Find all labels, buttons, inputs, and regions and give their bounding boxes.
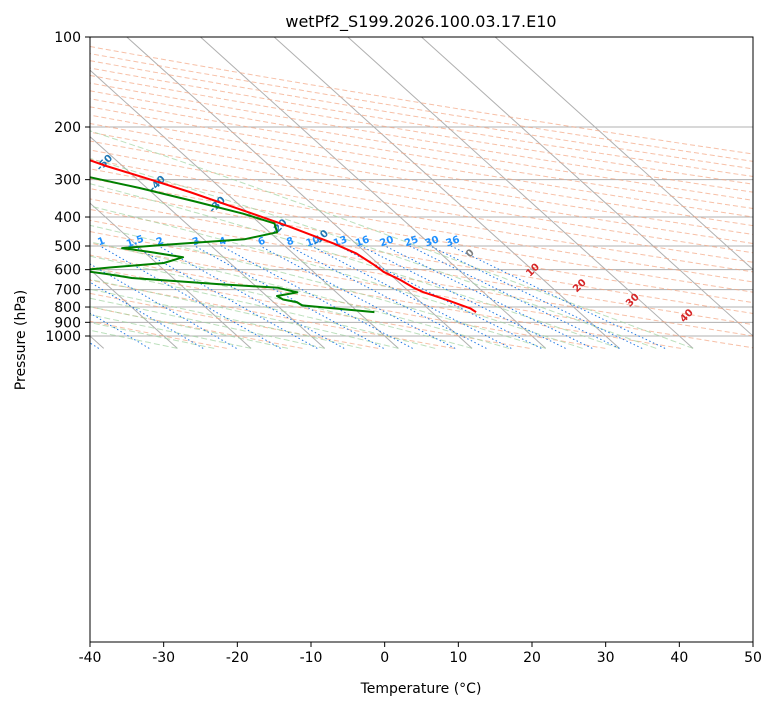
mixing-ratio-label: 25: [403, 234, 420, 249]
sounding-series: [90, 159, 477, 314]
dry-adiabat-line: [90, 122, 753, 236]
dry-adiabat-line: [90, 158, 753, 273]
mixing-ratio-line: [450, 245, 666, 349]
isotherm-line: [90, 202, 252, 349]
dry-adiabat-line: [90, 131, 753, 244]
mixing-ratio-label: 4: [218, 236, 228, 249]
moist-adiabat-line: [90, 322, 215, 349]
mixing-ratio-label: 16: [354, 234, 371, 249]
x-tick-label: 40: [670, 650, 688, 666]
mixing-ratio-line: [221, 245, 413, 349]
chart-title: wetPf2_S199.2026.100.03.17.E10: [285, 12, 556, 32]
y-tick-label: 600: [54, 263, 81, 279]
x-tick-label: -10: [300, 650, 323, 666]
y-tick-label: 200: [54, 120, 81, 136]
moist-adiabat-line: [90, 278, 399, 349]
dry-adiabat-line: [90, 208, 753, 326]
isotherm-line: [273, 37, 620, 349]
mixing-ratio-label: 20: [378, 234, 395, 249]
mixing-ratio-line: [90, 281, 204, 349]
mixing-ratio-label: 8: [285, 236, 295, 249]
dry-adiabat-line: [90, 242, 682, 349]
mixing-ratio-lines: [90, 245, 666, 349]
moist-adiabat-line: [90, 306, 289, 349]
moist-adiabat-line: [90, 255, 473, 349]
y-tick-label: 500: [54, 239, 81, 255]
mixing-ratio-label: 2: [155, 236, 165, 249]
x-tick-label: 20: [523, 650, 541, 666]
isotherm-line: [347, 37, 694, 349]
mixing-ratio-label: 1: [96, 236, 106, 249]
x-tick-label: 30: [597, 650, 615, 666]
dry-adiabat-line: [90, 67, 753, 177]
mixing-ratio-line: [311, 245, 512, 349]
mixing-ratio-line: [384, 245, 593, 349]
axes: -40 -30 -20 -10 0 10 20 30 40 50 100 200 300 400 500 60…: [45, 30, 762, 666]
background-grid: [90, 37, 753, 349]
y-tick-label: 900: [54, 315, 81, 331]
x-tick-label: -30: [152, 650, 175, 666]
x-axis-label: Temperature (°C): [360, 681, 482, 697]
mixing-ratio-line: [430, 245, 643, 349]
moist-adiabat-line: [90, 314, 252, 349]
dry-adiabat-line: [90, 74, 753, 185]
x-tick-label: 50: [744, 650, 762, 666]
y-axis-label: Pressure (hPa): [13, 290, 29, 390]
isotherm-line: [126, 37, 473, 349]
moist-adiabat-line: [90, 241, 510, 349]
y-tick-label: 300: [54, 173, 81, 189]
mixing-ratio-line: [360, 245, 566, 349]
mixing-ratio-label: 30: [424, 234, 441, 249]
x-tick-label: 0: [380, 650, 389, 666]
dry-adiabat-line: [90, 168, 753, 283]
moist-adiabat-line: [90, 130, 694, 349]
dry-adiabat-line: [90, 292, 379, 349]
moist-adiabat-line: [90, 205, 583, 349]
dry-adiabat-line: [90, 254, 606, 349]
dry-adiabat-line: [90, 231, 753, 349]
dry-adiabat-line: [90, 198, 753, 314]
mixing-ratio-label: 6: [257, 236, 267, 249]
mixing-ratio-label: 36: [444, 234, 461, 249]
isotherm-line: [90, 69, 399, 349]
y-tick-label: 800: [54, 300, 81, 316]
moist-adiabat-line: [90, 297, 325, 349]
isotherm-line: [199, 37, 547, 349]
mixing-ratio-line: [90, 312, 150, 349]
isotherm-line: [494, 37, 753, 271]
mixing-ratio-line: [338, 245, 542, 349]
mixing-ratio-line: [90, 263, 237, 349]
moist-adiabat-line: [90, 157, 657, 349]
dry-adiabat-line: [90, 279, 454, 349]
temperature-profile-line: [90, 159, 477, 313]
mixing-ratio-label: 13: [332, 234, 349, 249]
x-tick-label: -40: [79, 650, 102, 666]
dry-adiabat-line: [90, 90, 753, 201]
x-tick-label: 10: [449, 650, 467, 666]
y-tick-label: 400: [54, 210, 81, 226]
dry-adiabat-line: [90, 266, 530, 349]
y-tick-label: 700: [54, 283, 81, 299]
dry-adiabat-line: [90, 219, 753, 337]
y-tick-label: 1000: [45, 329, 81, 345]
dewpoint-profile-line: [90, 176, 375, 314]
mixing-ratio-line: [409, 245, 620, 349]
dry-adiabat-line: [90, 82, 753, 193]
dry-adiabat-line: [90, 98, 753, 209]
x-tick-label: -20: [226, 650, 249, 666]
moist-adiabat-line: [90, 224, 546, 349]
plot-frame: [89, 36, 754, 643]
y-tick-label: 100: [54, 30, 81, 46]
moist-adiabat-line: [90, 183, 620, 349]
dry-adiabat-line: [90, 188, 753, 304]
mixing-ratio-line: [99, 245, 281, 349]
